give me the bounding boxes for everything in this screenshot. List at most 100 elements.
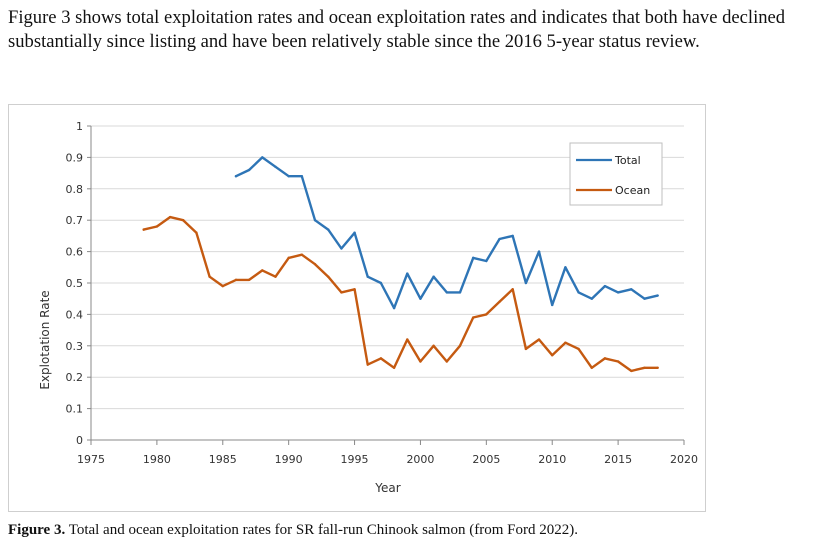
data-point-total <box>498 237 501 241</box>
data-point-total <box>379 281 383 285</box>
data-point-ocean <box>524 347 528 351</box>
y-tick-label: 0.4 <box>66 308 84 321</box>
data-point-ocean <box>274 275 277 278</box>
data-point-ocean <box>656 366 659 369</box>
data-point-total <box>274 165 277 169</box>
x-axis-title: Year <box>374 481 400 495</box>
series-line-ocean <box>142 215 659 373</box>
caption-label: Figure 3. <box>8 522 66 538</box>
data-point-total <box>353 231 356 234</box>
data-point-total <box>419 297 422 300</box>
data-point-total <box>524 281 528 285</box>
data-point-ocean <box>643 366 646 369</box>
x-tick-label: 2005 <box>472 453 500 466</box>
data-point-total <box>643 297 646 300</box>
x-tick-label: 1975 <box>77 453 105 466</box>
x-tick-label: 1985 <box>209 453 237 466</box>
data-point-ocean <box>353 288 356 291</box>
data-point-total <box>564 266 567 269</box>
data-point-total <box>366 275 369 278</box>
data-point-ocean <box>406 338 409 341</box>
series-lines <box>142 156 659 373</box>
figure-caption: Figure 3. Total and ocean exploitation r… <box>8 522 813 539</box>
data-point-total <box>656 294 659 297</box>
data-point-total <box>603 284 607 288</box>
y-tick-label: 0.2 <box>66 371 84 384</box>
data-point-ocean <box>392 366 396 369</box>
y-tick-label: 0.9 <box>66 151 84 164</box>
exploitation-rate-chart: 0 0.1 0.2 0.3 0.4 0.5 0.6 0.7 0.8 0.9 1 1975 1980 198… <box>38 120 699 495</box>
y-tick-label: 0.3 <box>66 340 84 353</box>
data-point-ocean <box>168 215 172 219</box>
data-point-total <box>551 303 554 307</box>
data-point-ocean <box>432 344 435 347</box>
y-tick-label: 1 <box>76 120 83 133</box>
data-point-ocean <box>208 275 211 278</box>
data-point-total <box>577 291 580 294</box>
y-tick-label: 0.8 <box>66 183 84 196</box>
data-point-ocean <box>195 231 198 234</box>
data-point-ocean <box>142 228 145 231</box>
data-point-ocean <box>366 363 369 366</box>
data-point-ocean <box>300 253 304 256</box>
data-point-total <box>511 234 514 238</box>
data-point-ocean <box>313 262 317 266</box>
data-point-ocean <box>327 275 330 278</box>
data-point-ocean <box>616 360 620 363</box>
data-point-total <box>630 288 633 291</box>
grid-lines <box>91 125 684 410</box>
data-point-total <box>406 272 409 275</box>
figure-frame: 0 0.1 0.2 0.3 0.4 0.5 0.6 0.7 0.8 0.9 1 1975 1980 198… <box>8 104 706 512</box>
data-point-total <box>590 297 593 300</box>
data-point-total <box>261 156 264 159</box>
legend-label-total: Total <box>614 154 641 167</box>
x-tick-label: 2010 <box>538 453 566 466</box>
data-point-total <box>234 175 238 178</box>
data-point-ocean <box>458 344 462 347</box>
data-point-total <box>327 228 330 231</box>
data-point-total <box>458 291 462 294</box>
caption-text: Total and ocean exploitation rates for S… <box>65 522 578 538</box>
data-point-ocean <box>261 269 264 272</box>
data-point-ocean <box>445 360 448 363</box>
x-tick-label: 1980 <box>143 453 171 466</box>
y-tick-label: 0.7 <box>66 214 84 227</box>
x-tick-label: 1995 <box>341 453 369 466</box>
data-point-ocean <box>590 366 593 369</box>
data-point-ocean <box>511 288 514 291</box>
axes: 0 0.1 0.2 0.3 0.4 0.5 0.6 0.7 0.8 0.9 1 1975 1980 198… <box>66 120 699 466</box>
data-point-ocean <box>630 369 633 373</box>
data-point-ocean <box>379 357 383 360</box>
y-axis-title: Explotation Rate <box>38 290 52 389</box>
data-point-total <box>340 247 343 250</box>
legend-box <box>569 142 663 206</box>
x-tick-label: 2015 <box>604 453 632 466</box>
data-point-ocean <box>182 219 185 222</box>
data-point-ocean <box>551 354 554 357</box>
data-point-total <box>313 219 317 222</box>
y-tick-label: 0 <box>76 434 83 447</box>
data-point-total <box>300 175 304 178</box>
data-point-ocean <box>340 291 343 294</box>
data-point-ocean <box>221 284 224 288</box>
data-point-ocean <box>564 341 567 344</box>
intro-paragraph: Figure 3 shows total exploitation rates … <box>8 7 786 52</box>
data-point-ocean <box>234 278 238 282</box>
data-point-ocean <box>419 360 422 363</box>
x-tick-label: 1990 <box>275 453 303 466</box>
data-point-total <box>471 256 475 260</box>
data-point-ocean <box>247 278 251 282</box>
data-point-ocean <box>471 316 475 319</box>
data-point-ocean <box>498 300 501 304</box>
data-point-ocean <box>537 338 541 341</box>
data-point-total <box>287 175 290 178</box>
legend-label-ocean: Ocean <box>615 184 650 197</box>
data-point-total <box>445 291 448 294</box>
data-point-total <box>432 275 435 278</box>
data-point-total <box>392 306 396 310</box>
data-point-total <box>247 168 251 172</box>
x-tick-label: 2000 <box>406 453 434 466</box>
data-point-ocean <box>485 313 488 316</box>
data-point-ocean <box>155 225 159 228</box>
data-point-ocean <box>577 347 580 351</box>
